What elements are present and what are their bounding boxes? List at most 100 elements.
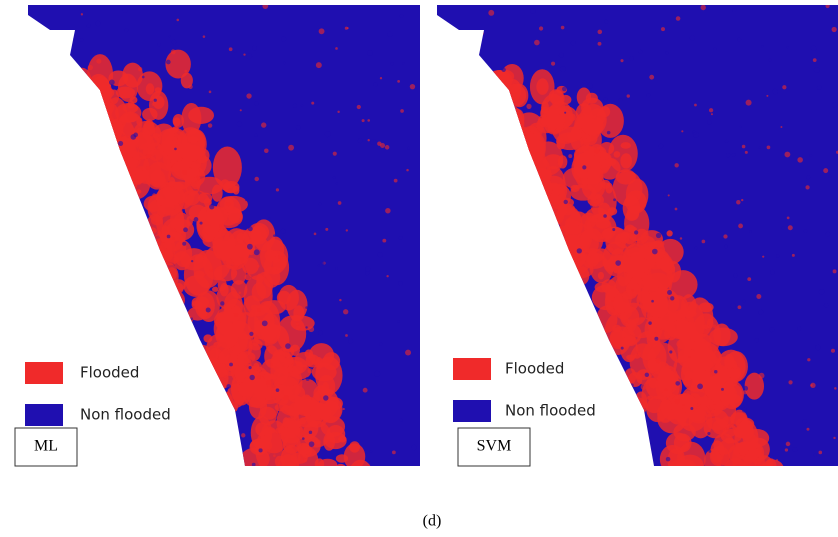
- speckle: [656, 233, 661, 238]
- speckle: [782, 227, 785, 230]
- flooded-patch: [152, 269, 171, 293]
- speckle: [833, 437, 835, 439]
- speckle: [747, 277, 751, 281]
- speckle: [613, 269, 617, 273]
- flooded-patch: [315, 356, 342, 394]
- flooded-patch: [720, 380, 744, 409]
- flooded-patch: [588, 176, 603, 193]
- speckle: [333, 176, 336, 179]
- speckle: [392, 450, 396, 454]
- speckle: [581, 289, 584, 292]
- speckle: [690, 407, 693, 410]
- speckle: [80, 263, 83, 266]
- flooded-patch: [539, 233, 567, 268]
- speckle: [572, 341, 578, 347]
- flooded-patch: [539, 191, 545, 197]
- speckle: [649, 449, 651, 451]
- flooded-patch: [150, 253, 163, 265]
- speckle: [769, 327, 774, 332]
- flooded-patch: [92, 139, 117, 175]
- speckle: [833, 269, 837, 273]
- flooded-patch: [253, 363, 259, 370]
- speckle: [208, 123, 212, 127]
- flooded-patch: [248, 223, 269, 241]
- speckle: [301, 104, 304, 107]
- flooded-patch: [243, 295, 260, 317]
- speckle: [247, 244, 253, 250]
- speckle: [666, 457, 671, 462]
- speckle: [736, 200, 740, 204]
- speckle: [738, 305, 742, 309]
- flooded-patch: [129, 234, 145, 257]
- speckle: [749, 230, 752, 233]
- speckle: [655, 358, 661, 364]
- speckle: [257, 265, 260, 268]
- speckle: [182, 170, 187, 175]
- speckle: [694, 104, 697, 107]
- flooded-patch: [103, 174, 112, 180]
- speckle: [619, 99, 623, 103]
- speckle: [732, 8, 736, 12]
- speckle: [690, 35, 695, 40]
- flooded-patch: [483, 92, 505, 126]
- speckle: [257, 375, 261, 379]
- speckle: [785, 448, 788, 451]
- speckle: [380, 77, 382, 79]
- speckle: [209, 91, 212, 94]
- speckle: [506, 382, 511, 387]
- flooded-patch: [596, 219, 610, 229]
- speckle: [828, 175, 831, 178]
- speckle: [118, 141, 123, 146]
- flooded-patch: [277, 291, 291, 305]
- legend-swatch: [25, 362, 63, 384]
- flooded-patch: [281, 447, 297, 471]
- speckle: [564, 200, 568, 204]
- speckle: [811, 45, 817, 51]
- flooded-patch: [282, 417, 289, 428]
- flooded-patch: [187, 136, 198, 143]
- speckle: [229, 47, 233, 51]
- flooded-patch: [94, 151, 102, 159]
- speckle: [133, 133, 138, 138]
- speckle: [139, 337, 142, 340]
- speckle: [382, 239, 386, 243]
- speckle: [172, 40, 177, 45]
- speckle: [261, 122, 266, 127]
- speckle: [305, 306, 308, 309]
- flooded-patch: [607, 207, 617, 215]
- speckle: [309, 441, 315, 447]
- speckle: [509, 98, 512, 101]
- speckle: [135, 396, 140, 401]
- speckle: [675, 381, 680, 386]
- speckle: [254, 249, 260, 255]
- speckle: [262, 320, 268, 326]
- speckle: [173, 453, 176, 456]
- speckle: [536, 268, 541, 273]
- speckle: [319, 28, 325, 34]
- speckle: [788, 380, 792, 384]
- speckle: [296, 125, 301, 130]
- speckle: [380, 143, 385, 148]
- flooded-patch: [623, 195, 640, 221]
- speckle: [686, 391, 690, 395]
- speckle: [365, 266, 370, 271]
- flooded-patch: [90, 115, 111, 135]
- speckle: [578, 178, 581, 181]
- flooded-patch: [553, 246, 560, 256]
- speckle: [515, 396, 520, 401]
- speckle: [475, 237, 481, 243]
- speckle: [530, 387, 532, 389]
- speckle: [807, 358, 810, 361]
- speckle: [539, 26, 543, 30]
- speckle: [824, 303, 828, 307]
- speckle: [693, 132, 699, 138]
- speckle: [87, 24, 91, 28]
- flooded-patch: [198, 193, 212, 204]
- flooded-patch: [667, 230, 673, 236]
- speckle: [709, 108, 713, 112]
- speckle: [242, 295, 244, 297]
- speckle: [95, 21, 100, 26]
- speckle: [73, 37, 75, 39]
- speckle: [191, 260, 193, 262]
- flooded-patch: [508, 118, 521, 130]
